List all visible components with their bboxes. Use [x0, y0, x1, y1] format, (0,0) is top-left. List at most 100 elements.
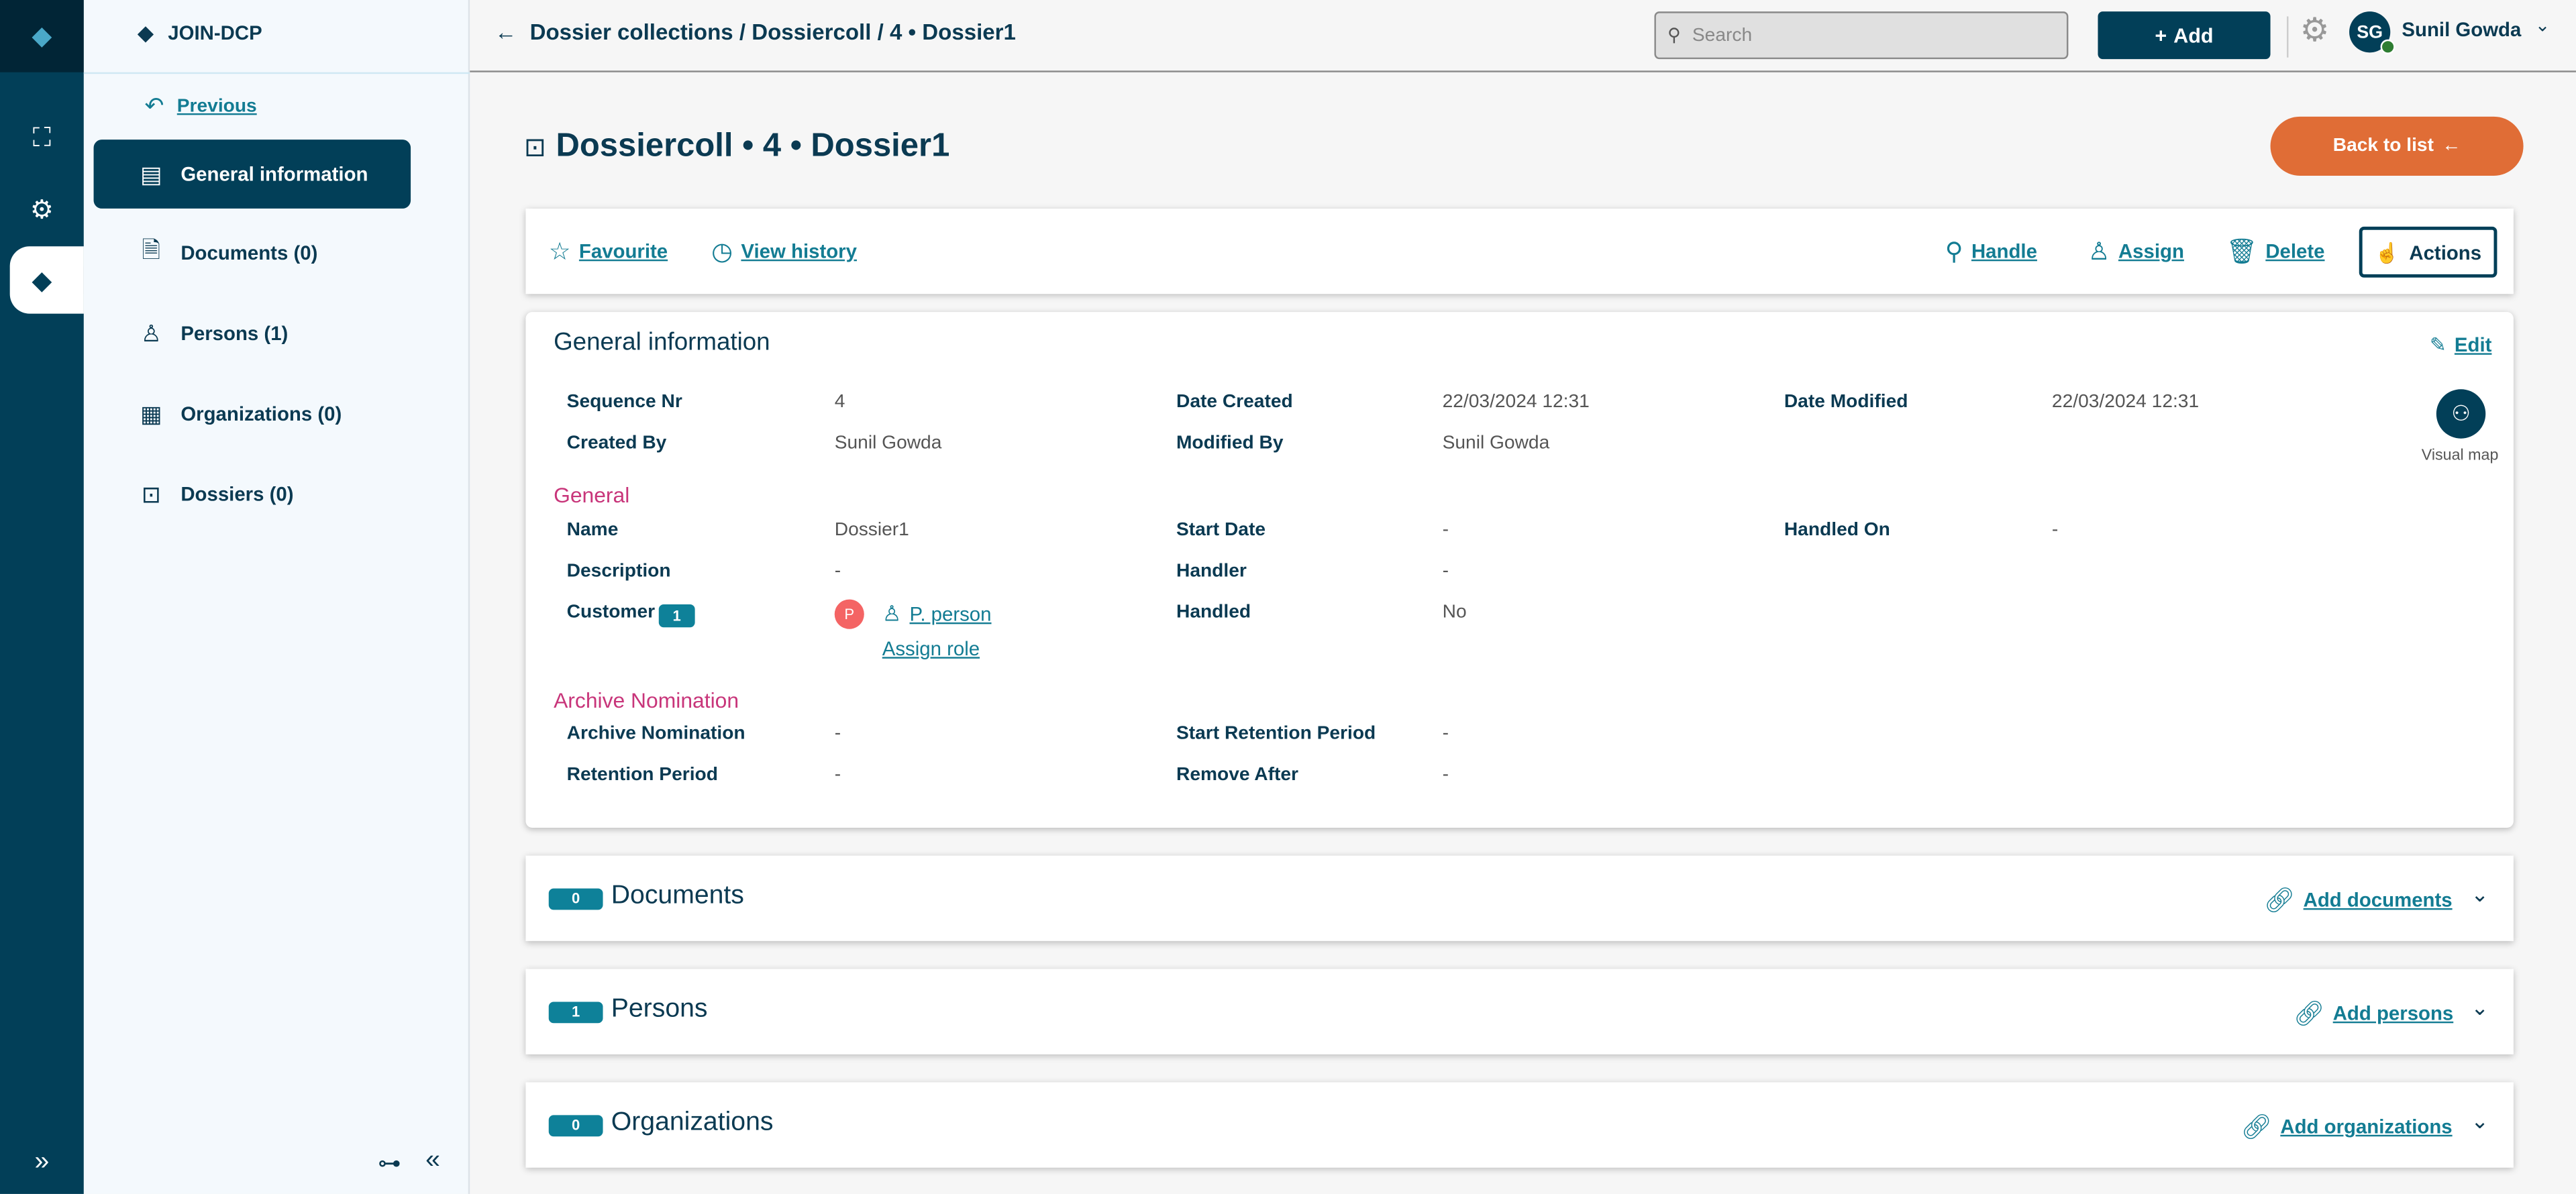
chevron-down-icon[interactable]: ⌄ — [2471, 995, 2489, 1020]
nav-organizations[interactable]: ▦ Organizations (0) — [94, 380, 411, 449]
pin-icon[interactable]: ⊶ — [378, 1149, 401, 1176]
star-icon: ☆ — [548, 238, 571, 266]
field-value: 4 — [834, 392, 845, 413]
field-value: - — [1442, 724, 1449, 745]
field-value: - — [1442, 765, 1449, 785]
field-value: 22/03/2024 12:31 — [1442, 392, 1590, 413]
divider — [83, 72, 470, 74]
field-label: Date Created — [1176, 392, 1293, 413]
link-icon: 🔗︎ — [2293, 1000, 2325, 1028]
previous-label[interactable]: Previous — [176, 96, 257, 116]
organizations-panel[interactable] — [525, 1082, 2514, 1168]
field-value: - — [834, 724, 841, 745]
link-icon: 🔗︎ — [2240, 1113, 2273, 1142]
person-icon: ♙ — [140, 319, 162, 346]
plus-icon: + — [2155, 23, 2167, 47]
general-information-card — [525, 312, 2514, 828]
chevron-down-icon[interactable]: ⌄ — [2471, 1108, 2489, 1134]
assign-role-link[interactable]: Assign role — [882, 637, 980, 661]
arrow-left-icon: ← — [2442, 136, 2461, 156]
nav-label: General information — [181, 162, 368, 186]
logo-icon[interactable]: ◆ — [32, 23, 52, 51]
nav-label: Dossiers (0) — [181, 482, 294, 506]
section-heading: Archive Nomination — [554, 688, 739, 713]
delete-button[interactable]: 🗑 Delete — [2226, 237, 2324, 266]
expand-icon[interactable]: » — [34, 1148, 50, 1176]
chevron-down-icon[interactable]: ⌄ — [2471, 881, 2489, 907]
collapse-icon[interactable]: « — [425, 1146, 440, 1175]
field-value: Dossier1 — [834, 521, 909, 541]
breadcrumb: ← Dossier collections / Dossiercoll / 4 •… — [495, 19, 1016, 44]
delete-label: Delete — [2265, 239, 2325, 263]
field-value: - — [2051, 521, 2059, 541]
back-arrow-icon[interactable]: ← — [494, 19, 517, 45]
field-label: Handled On — [1784, 521, 1890, 541]
briefcase-icon: ⊡ — [141, 480, 161, 507]
field-label: Modified By — [1176, 433, 1284, 453]
field-label: Start Retention Period — [1176, 724, 1376, 745]
field-label: Created By — [566, 433, 667, 453]
visual-map-button[interactable]: ⚇ — [2436, 389, 2486, 439]
nav-persons[interactable]: ♙ Persons (1) — [94, 299, 411, 368]
field-label: Start Date — [1176, 521, 1266, 541]
chevron-down-icon[interactable]: ⌄ — [2534, 16, 2551, 36]
handle-button[interactable]: ⚲ Handle — [1945, 237, 2037, 266]
field-label: Sequence Nr — [566, 392, 682, 413]
add-button[interactable]: + Add — [2098, 11, 2271, 60]
add-label: Add organizations — [2280, 1115, 2453, 1138]
gear-icon[interactable]: ⚙ — [2300, 13, 2330, 50]
add-label: Add documents — [2303, 888, 2453, 912]
field-label: Archive Nomination — [566, 724, 745, 745]
view-history-label: View history — [741, 239, 857, 263]
rail-item-dossier-app[interactable] — [9, 246, 84, 314]
app-rail — [0, 0, 84, 1194]
nav-label: Documents (0) — [181, 241, 318, 265]
field-label: Description — [566, 561, 671, 582]
customer-person-link[interactable]: ♙ P. person — [882, 601, 992, 627]
field-label: Retention Period — [566, 765, 718, 785]
previous-link[interactable]: ↶ Previous — [144, 92, 256, 120]
assign-button[interactable]: ♙ Assign — [2088, 237, 2184, 266]
favourite-button[interactable]: ☆ Favourite — [549, 237, 668, 266]
team-icon[interactable]: ⛶ — [32, 125, 52, 153]
back-label: Back to list — [2332, 136, 2434, 156]
edit-button[interactable]: ✎ Edit — [2430, 333, 2491, 356]
touch-icon: ☝ — [2375, 240, 2400, 264]
field-value: Sunil Gowda — [834, 433, 942, 453]
add-persons-link[interactable]: 🔗︎ Add persons — [2294, 999, 2453, 1028]
user-name[interactable]: Sunil Gowda — [2402, 17, 2522, 42]
divider — [2287, 16, 2289, 58]
visual-map-label: Visual map — [2421, 446, 2499, 465]
breadcrumb-text[interactable]: Dossier collections / Dossiercoll / 4 • … — [529, 19, 1016, 45]
favourite-label: Favourite — [578, 239, 668, 263]
add-label: Add persons — [2332, 1001, 2454, 1025]
add-documents-link[interactable]: 🔗︎ Add documents — [2264, 885, 2453, 915]
app-name: JOIN-DCP — [168, 21, 262, 45]
panel-title: Documents — [611, 881, 744, 910]
settings-icon[interactable]: ⚙ — [30, 197, 54, 225]
nav-documents[interactable]: 🗎 Documents (0) — [94, 219, 411, 288]
documents-panel[interactable] — [525, 855, 2514, 941]
dossier-app-icon[interactable]: ◆ — [32, 268, 52, 296]
panel-title: Persons — [611, 995, 708, 1024]
edit-label: Edit — [2454, 333, 2492, 357]
person-icon: ♙ — [882, 601, 902, 626]
nav-general-information[interactable]: ▤ General information — [93, 140, 411, 209]
count-badge: 0 — [548, 888, 603, 910]
section-title: General information — [554, 328, 770, 357]
back-to-list-button[interactable]: Back to list ← — [2270, 116, 2524, 176]
search-icon: ⚲ — [1667, 26, 1681, 46]
avatar-initial: P — [844, 606, 855, 622]
add-organizations-link[interactable]: 🔗︎ Add organizations — [2240, 1111, 2453, 1142]
customer-label: Customer — [566, 602, 656, 622]
action-bar — [525, 208, 2514, 294]
count-badge: 0 — [548, 1115, 603, 1137]
persons-panel[interactable] — [525, 969, 2514, 1054]
pin-icon: ⚲ — [1945, 238, 1963, 266]
actions-button[interactable]: ☝ Actions — [2359, 226, 2497, 278]
assign-label: Assign — [2118, 239, 2184, 263]
app-header: ◆ JOIN-DCP — [138, 21, 262, 44]
view-history-button[interactable]: ◷ View history — [711, 237, 857, 266]
nav-dossiers[interactable]: ⊡ Dossiers (0) — [94, 460, 411, 529]
search-input[interactable]: ⚲ Search — [1654, 11, 2069, 60]
